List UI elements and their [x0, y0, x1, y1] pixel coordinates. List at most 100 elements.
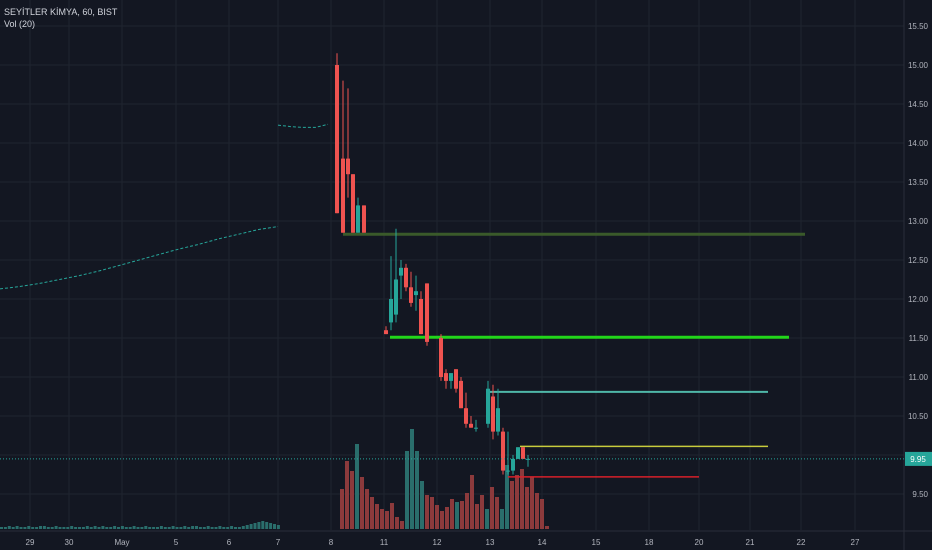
candle-body[interactable]: [399, 267, 403, 276]
volume-bar: [241, 526, 245, 529]
volume-bar: [93, 526, 97, 529]
volume-bar: [132, 526, 136, 529]
candle-body[interactable]: [425, 283, 429, 342]
volume-indicator-label[interactable]: Vol (20): [4, 19, 36, 29]
volume-bar: [226, 527, 230, 529]
volume-bar: [445, 507, 449, 529]
candle-body[interactable]: [491, 396, 495, 432]
volume-bar: [0, 527, 3, 529]
y-tick-label: 10.50: [908, 412, 929, 421]
volume-bar: [124, 527, 128, 529]
volume-bar: [350, 471, 354, 529]
volume-bar: [156, 527, 159, 529]
candle-body[interactable]: [459, 380, 463, 409]
volume-bar: [198, 527, 202, 529]
y-tick-label: 9.50: [912, 490, 928, 499]
x-tick-label: 8: [329, 538, 334, 547]
volume-bar: [435, 505, 439, 529]
candle-body[interactable]: [394, 279, 398, 315]
candle-body[interactable]: [464, 408, 468, 424]
candle-body[interactable]: [335, 65, 339, 214]
candle-body[interactable]: [474, 427, 478, 429]
volume-bar: [269, 523, 273, 529]
volume-bar: [89, 527, 93, 529]
volume-bar: [530, 477, 534, 529]
volume-bar: [218, 526, 222, 529]
y-tick-label: 15.50: [908, 22, 929, 31]
volume-bar: [66, 527, 70, 529]
volume-bar: [510, 481, 514, 529]
volume-bar: [78, 527, 81, 529]
volume-bar: [120, 526, 124, 529]
volume-bar: [195, 526, 198, 529]
volume-bar: [159, 526, 163, 529]
candle-body[interactable]: [389, 299, 393, 323]
volume-bar: [3, 527, 7, 529]
candle-body[interactable]: [444, 373, 448, 381]
volume-bar: [46, 527, 50, 529]
volume-bar: [490, 487, 494, 529]
volume-bar: [128, 527, 132, 529]
x-tick-label: 30: [65, 538, 74, 547]
x-tick-label: 20: [695, 538, 704, 547]
candle-body[interactable]: [346, 158, 350, 175]
y-tick-label: 15.00: [908, 61, 929, 70]
volume-bar: [500, 509, 504, 529]
x-tick-label: 29: [26, 538, 35, 547]
candle-body[interactable]: [341, 158, 345, 233]
volume-bar: [237, 527, 241, 529]
volume-bar: [140, 527, 144, 529]
candle-body[interactable]: [409, 287, 413, 303]
volume-bar: [11, 527, 15, 529]
volume-bar: [455, 502, 459, 529]
candle-body[interactable]: [384, 330, 388, 335]
volume-bar: [117, 527, 120, 529]
volume-bar: [345, 461, 349, 529]
volume-bar: [475, 504, 479, 529]
volume-bar: [113, 526, 117, 529]
x-tick-label: 15: [592, 538, 601, 547]
candle-body[interactable]: [419, 299, 423, 335]
y-tick-label: 13.50: [908, 178, 929, 187]
volume-bar: [395, 517, 399, 529]
candle-body[interactable]: [362, 205, 366, 233]
volume-bar: [54, 526, 58, 529]
volume-bar: [273, 524, 276, 529]
candle-body[interactable]: [506, 470, 510, 472]
volume-bar: [460, 501, 464, 529]
volume-bar: [175, 527, 179, 529]
volume-bar: [545, 526, 549, 529]
volume-bar: [340, 489, 344, 529]
volume-bar: [50, 527, 54, 529]
volume-bar: [400, 521, 404, 529]
candle-body[interactable]: [356, 205, 360, 233]
volume-bar: [405, 451, 409, 529]
volume-bar: [520, 469, 524, 529]
volume-bar: [97, 527, 101, 529]
candle-body[interactable]: [469, 423, 473, 428]
x-tick-label: 14: [538, 538, 547, 547]
candle-body[interactable]: [496, 408, 500, 432]
candle-body[interactable]: [454, 369, 458, 389]
candle-body[interactable]: [511, 458, 515, 471]
candle-body[interactable]: [449, 373, 453, 381]
volume-bar: [525, 487, 529, 529]
volume-bar: [23, 527, 27, 529]
volume-bar: [210, 527, 214, 529]
volume-bar: [375, 504, 379, 529]
symbol-title[interactable]: SEYİTLER KİMYA, 60, BIST: [4, 7, 118, 17]
candle-body[interactable]: [486, 388, 490, 424]
candle-body[interactable]: [516, 447, 520, 459]
candle-body[interactable]: [439, 338, 443, 377]
candle-body[interactable]: [501, 431, 505, 471]
candle-body[interactable]: [414, 291, 418, 296]
volume-bar: [42, 526, 46, 529]
volume-bar: [35, 527, 39, 529]
candle-body[interactable]: [404, 267, 408, 288]
candle-body[interactable]: [351, 174, 355, 233]
volume-bar: [62, 527, 66, 529]
volume-bar: [390, 503, 394, 529]
candle-body[interactable]: [521, 447, 525, 459]
